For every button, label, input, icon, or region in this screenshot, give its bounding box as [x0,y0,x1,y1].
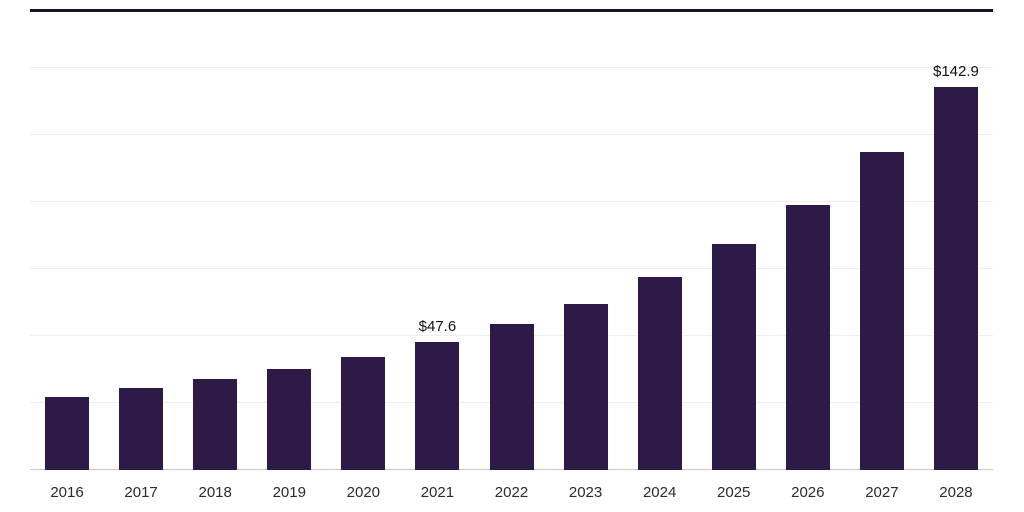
x-axis-label-2019: 2019 [272,484,306,501]
bar-2028 [933,87,978,470]
bar-2020 [341,356,386,470]
x-axis-label-2028: 2028 [939,484,973,501]
x-axis-label-2017: 2017 [124,484,158,501]
value-label-2021: $47.6 [418,318,457,336]
top-border-rule [30,9,993,12]
x-axis-label-2024: 2024 [642,484,677,501]
x-axis-label-2018: 2018 [198,484,232,501]
gridline [30,201,993,202]
bar-2025 [711,243,756,470]
x-axis-label-2016: 2016 [50,484,84,501]
bar-2021 [415,342,460,470]
bar-2019 [267,368,312,470]
bar-2017 [119,387,164,470]
gridline [30,134,993,135]
gridline [30,268,993,269]
x-axis-label-2022: 2022 [494,484,529,501]
plot-area: $47.6 $142.9 [30,64,993,470]
x-axis-label-2027: 2027 [865,484,899,501]
bar-2018 [193,378,238,470]
x-axis-label-2021: 2021 [420,484,455,501]
x-axis-labels: 2016 2017 2018 2019 2020 2021 2022 2023 2024 2025… [30,484,993,506]
value-label-2028: $142.9 [933,63,979,81]
x-axis-label-2023: 2023 [568,484,603,501]
x-axis-label-2026: 2026 [791,484,825,501]
bar-2027 [859,151,904,470]
bar-2023 [563,303,608,470]
x-axis-label-2020: 2020 [346,484,381,501]
gridline [30,67,993,68]
bar-2022 [489,323,534,470]
bar-2016 [45,396,90,470]
bar-2024 [637,276,682,470]
bar-2026 [785,204,830,470]
x-axis-label-2025: 2025 [717,484,751,501]
